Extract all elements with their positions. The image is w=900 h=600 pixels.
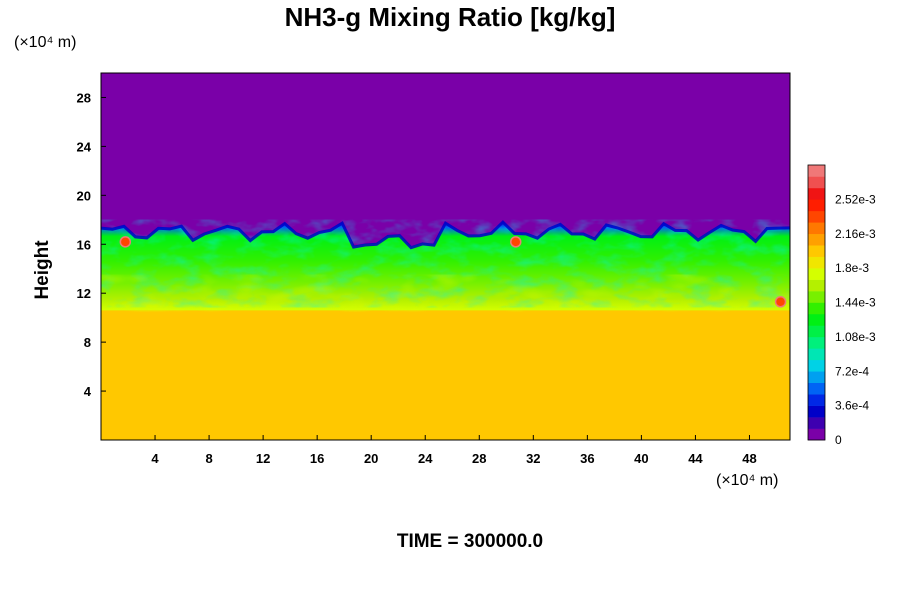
- time-label: TIME = 300000.0: [396, 531, 544, 552]
- colorbar-segment-12: [808, 291, 825, 303]
- colorbar-label-1: 3.6e-4: [835, 399, 869, 413]
- colorbar-segment-8: [808, 336, 825, 349]
- colorbar-segment-3: [808, 394, 825, 406]
- lower-turbulent-structure: [101, 274, 790, 312]
- x-tick-label-1: 8: [205, 451, 212, 466]
- x-tick-label-4: 20: [364, 451, 378, 466]
- lower-layer-region: [101, 298, 790, 440]
- chart-title: NH3-g Mixing Ratio [kg/kg]: [284, 2, 616, 32]
- colorbar-label-0: 0: [835, 433, 842, 447]
- x-tick-label-10: 44: [688, 451, 703, 466]
- y-tick-label-3: 16: [77, 237, 91, 252]
- colorbar-segment-18: [808, 222, 825, 235]
- y-tick-label-6: 28: [77, 90, 91, 105]
- colorbar: 0 3.6e-4 7.2e-4 1.08e-3 1.44e-3 1.8e-3 2.16e-3…: [807, 164, 876, 447]
- colorbar-segment-20: [808, 199, 825, 212]
- hotspot-0: [119, 236, 132, 248]
- y-tick-label-4: 20: [77, 188, 91, 203]
- y-tick-label-2: 12: [77, 286, 91, 301]
- colorbar-segment-11: [808, 302, 825, 315]
- colorbar-label-2: 7.2e-4: [835, 364, 869, 378]
- colorbar-segment-16: [808, 245, 825, 257]
- colorbar-segment-13: [808, 279, 825, 292]
- colorbar-segment-14: [808, 268, 825, 280]
- colorbar-segment-23: [808, 165, 825, 177]
- colorbar-segment-22: [808, 176, 825, 189]
- colorbar-label-3: 1.08e-3: [835, 330, 876, 344]
- colorbar-label-6: 2.16e-3: [835, 227, 876, 241]
- x-tick-label-7: 32: [526, 451, 540, 466]
- colorbar-segment-19: [808, 210, 825, 223]
- boundary-edge: [100, 219, 791, 250]
- colorbar-segment-15: [808, 256, 825, 269]
- colorbar-frame: [807, 164, 826, 441]
- colorbar-segment-7: [808, 348, 825, 361]
- x-tick-label-11: 48: [742, 451, 756, 466]
- colorbar-segment-9: [808, 325, 825, 338]
- x-axis-unit-label: (×10⁴ m): [716, 472, 779, 489]
- plot-frame: [100, 72, 791, 441]
- x-tick-label-3: 16: [310, 451, 324, 466]
- colorbar-segment-1: [808, 417, 825, 429]
- x-tick-label-0: 4: [151, 451, 159, 466]
- y-tick-label-1: 8: [84, 335, 91, 350]
- colorbar-segment-0: [808, 428, 825, 441]
- colorbar-segment-21: [808, 187, 825, 200]
- colorbar-segment-2: [808, 405, 825, 418]
- x-tick-label-2: 12: [256, 451, 270, 466]
- colorbar-label-4: 1.44e-3: [835, 296, 876, 310]
- hotspot-2: [774, 296, 787, 308]
- x-tick-label-5: 24: [418, 451, 433, 466]
- colorbar-label-7: 2.52e-3: [835, 192, 876, 206]
- hotspot-1: [510, 236, 522, 248]
- colorbar-segment-10: [808, 313, 825, 326]
- colorbar-segment-6: [808, 359, 825, 372]
- colorbar-segment-17: [808, 233, 825, 246]
- x-tick-label-6: 28: [472, 451, 486, 466]
- colorbar-label-5: 1.8e-3: [835, 261, 869, 275]
- mixing-ratio-field: [100, 73, 791, 440]
- x-tick-label-9: 40: [634, 451, 648, 466]
- y-tick-label-5: 24: [77, 139, 92, 154]
- x-tick-label-8: 36: [580, 451, 594, 466]
- y-tick-label-0: 4: [84, 384, 92, 399]
- colorbar-segment-4: [808, 382, 825, 395]
- colorbar-segment-5: [808, 371, 825, 384]
- y-axis-unit-label: (×10⁴ m): [14, 34, 77, 51]
